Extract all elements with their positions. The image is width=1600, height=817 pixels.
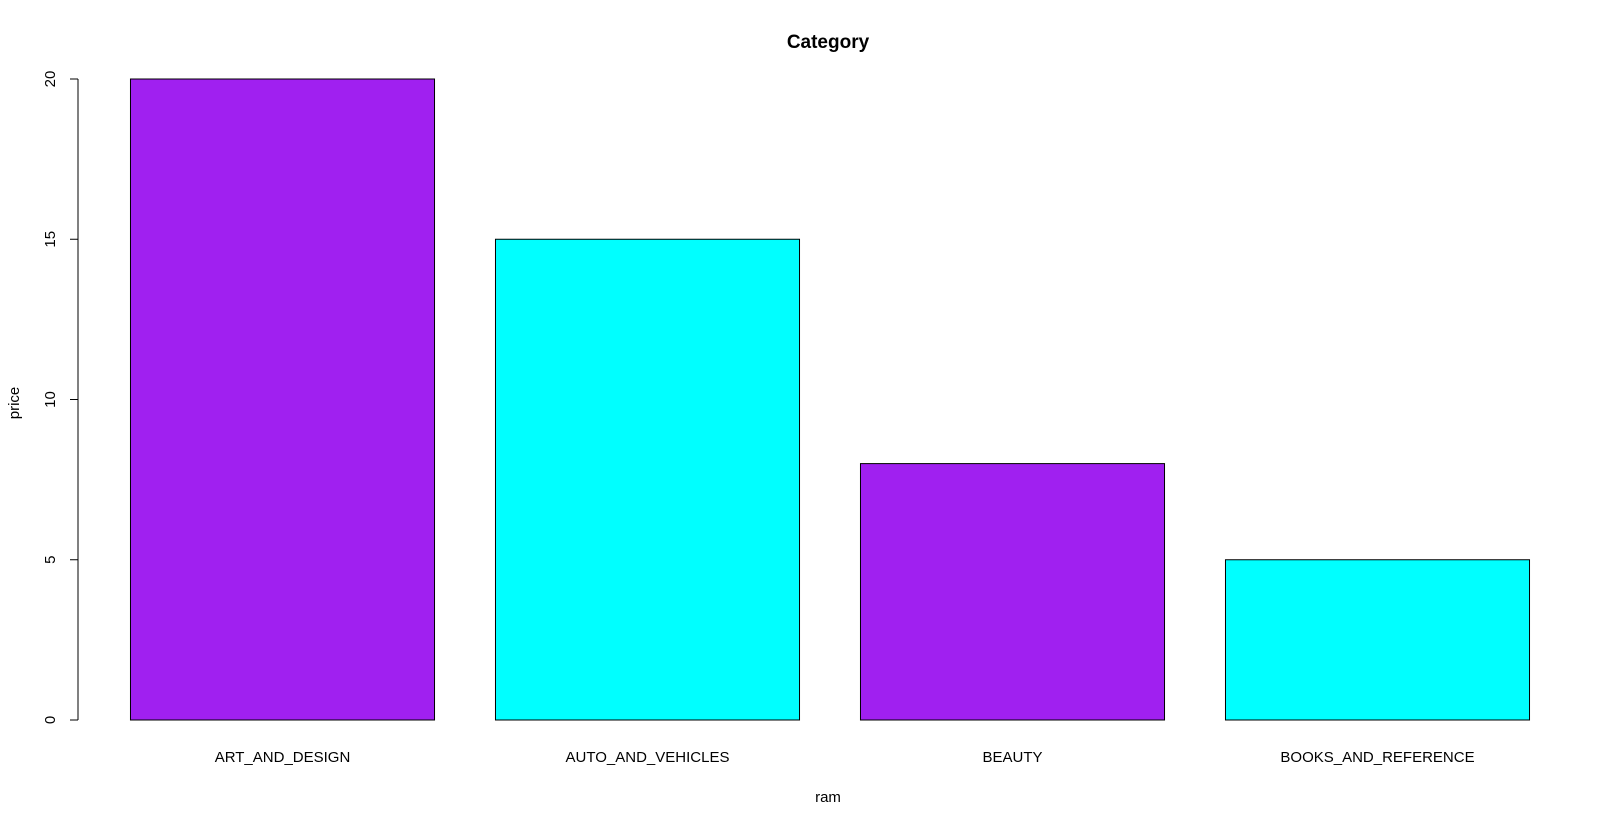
chart-title: Category bbox=[787, 32, 870, 53]
bar-art-and-design bbox=[129, 78, 436, 721]
bar-beauty bbox=[859, 463, 1166, 721]
bars bbox=[129, 78, 1531, 721]
x-tick-label: BOOKS_AND_REFERENCE bbox=[1280, 749, 1474, 766]
x-axis-tick-labels: ART_AND_DESIGN AUTO_AND_VEHICLES BEAUTY BOO… bbox=[215, 749, 1475, 766]
x-tick-label: BEAUTY bbox=[982, 749, 1042, 766]
y-tick-label: 5 bbox=[42, 556, 59, 564]
y-tick-label: 20 bbox=[42, 71, 59, 88]
bar-auto-and-vehicles bbox=[494, 238, 801, 721]
x-tick-label: AUTO_AND_VEHICLES bbox=[566, 749, 730, 766]
y-tick-label: 0 bbox=[42, 716, 59, 724]
y-tick-label: 15 bbox=[42, 231, 59, 248]
y-tick-label: 10 bbox=[42, 391, 59, 408]
y-axis-label: price bbox=[6, 387, 23, 420]
x-axis-label: ram bbox=[815, 789, 841, 806]
y-axis-ticks: 0 5 10 15 20 bbox=[42, 71, 78, 724]
bar-books-and-reference bbox=[1224, 559, 1531, 721]
x-tick-label: ART_AND_DESIGN bbox=[215, 749, 351, 766]
